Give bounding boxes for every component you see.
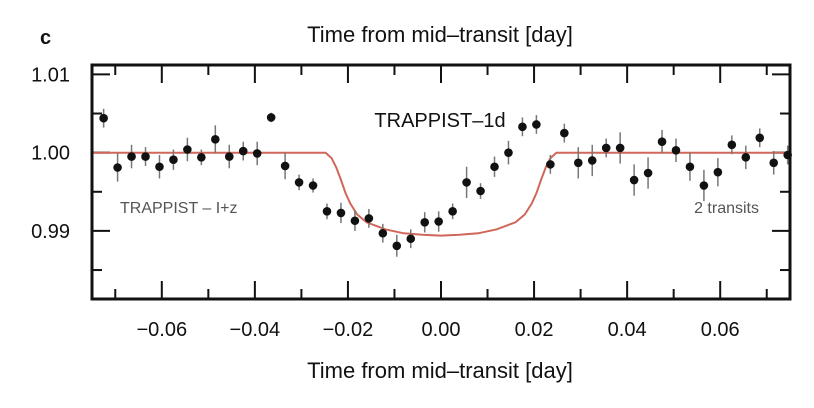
data-point [532,120,541,129]
data-point [434,217,443,226]
transit-model-curve [92,151,790,237]
data-point [197,153,206,162]
data-point [99,113,108,123]
model-layer [92,151,790,237]
data-point [294,178,304,187]
data-point [573,158,583,168]
data-point [364,214,374,223]
x-tick-label: 0.00 [422,319,461,341]
data-point [224,152,234,161]
data-point [392,241,402,251]
data-points-layer [99,108,792,257]
data-point [266,113,276,122]
top-axis-label: Time from mid–transit [day] [307,22,573,47]
transit-count-annotation: 2 transits [694,200,759,217]
y-tick-label: 1.00 [31,143,70,165]
data-point [280,161,290,171]
data-point [490,162,499,172]
plot-area: TRAPPIST–1d TRAPPIST – I+z 2 transits [90,63,792,301]
x-tick-labels: −0.06 −0.04 −0.02 0.00 0.02 0.04 0.06 [136,319,739,341]
data-point [699,181,709,190]
x-tick-label: 0.04 [608,319,647,341]
data-point [155,162,164,172]
y-tick-label: 0.99 [31,221,70,243]
data-point [727,140,737,150]
data-point [504,148,513,157]
data-point [615,143,625,153]
data-point [518,122,527,132]
x-tick-label: 0.02 [515,319,554,341]
data-point [755,133,765,143]
data-point [643,168,653,178]
instrument-annotation: TRAPPIST – I+z [120,200,238,217]
data-point [141,152,150,161]
data-point [350,216,360,226]
data-point [741,153,751,162]
data-point [671,146,681,155]
data-point [113,163,122,172]
data-point [127,152,136,161]
data-point [546,160,555,169]
data-point [252,149,262,158]
data-point [476,186,485,196]
data-point [629,175,639,185]
axis-ticks [92,65,790,299]
panel-label: c [40,27,51,49]
data-point [420,218,430,227]
data-point [238,146,248,156]
data-point [336,208,346,218]
data-point [308,181,318,190]
data-point [601,143,611,153]
plot-frame [90,63,792,301]
data-point [560,128,569,138]
chart-title: TRAPPIST–1d [374,110,505,132]
x-tick-label: −0.02 [323,319,374,341]
data-point [462,178,471,187]
y-tick-label: 1.01 [31,64,70,86]
x-tick-label: −0.06 [136,319,187,341]
data-point [378,228,388,238]
data-point [587,156,597,165]
data-point [769,158,779,168]
data-point [169,155,178,164]
data-point [406,234,416,244]
x-tick-label: −0.04 [230,319,281,341]
data-point [211,135,220,144]
data-point [713,167,723,177]
data-point [322,207,332,216]
y-tick-labels: 0.99 1.00 1.01 [31,64,70,243]
bottom-axis-label: Time from mid–transit [day] [307,358,573,383]
data-point [183,145,192,154]
data-point [657,137,667,146]
x-tick-label: 0.06 [701,319,740,341]
data-point [448,207,457,216]
data-point [685,162,695,172]
